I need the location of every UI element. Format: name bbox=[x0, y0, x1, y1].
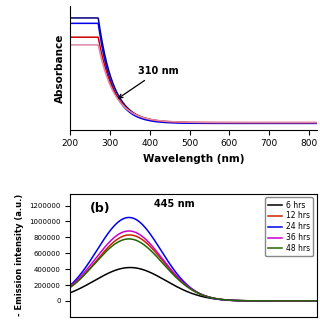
12 hrs bbox=[112, 240, 116, 244]
48 hrs bbox=[180, 281, 184, 285]
12 hrs bbox=[214, 297, 218, 300]
48 hrs bbox=[112, 243, 116, 247]
Text: (b): (b) bbox=[90, 202, 111, 215]
6 hrs bbox=[233, 299, 237, 302]
12 hrs bbox=[315, 299, 319, 303]
48 hrs bbox=[233, 299, 237, 302]
Text: 445 nm: 445 nm bbox=[154, 198, 194, 209]
24 hrs bbox=[132, 217, 136, 220]
Line: 6 hrs: 6 hrs bbox=[70, 268, 317, 301]
X-axis label: Wavelength (nm): Wavelength (nm) bbox=[143, 154, 244, 164]
36 hrs bbox=[254, 299, 258, 303]
48 hrs bbox=[315, 299, 319, 303]
36 hrs bbox=[112, 236, 116, 240]
6 hrs bbox=[128, 266, 132, 269]
12 hrs bbox=[128, 233, 132, 237]
6 hrs bbox=[254, 299, 258, 303]
24 hrs bbox=[180, 278, 184, 282]
24 hrs bbox=[127, 216, 131, 220]
Y-axis label: - Emission intensity (a.u.): - Emission intensity (a.u.) bbox=[15, 194, 24, 316]
24 hrs bbox=[112, 224, 116, 228]
Line: 12 hrs: 12 hrs bbox=[70, 235, 317, 301]
Legend: 6 hrs, 12 hrs, 24 hrs, 36 hrs, 48 hrs: 6 hrs, 12 hrs, 24 hrs, 36 hrs, 48 hrs bbox=[265, 197, 313, 256]
6 hrs bbox=[112, 269, 116, 273]
Y-axis label: Absorbance: Absorbance bbox=[55, 33, 65, 103]
12 hrs bbox=[233, 299, 237, 302]
24 hrs bbox=[214, 297, 218, 301]
24 hrs bbox=[68, 283, 72, 287]
6 hrs bbox=[214, 297, 218, 301]
36 hrs bbox=[68, 284, 72, 288]
6 hrs bbox=[68, 291, 72, 295]
24 hrs bbox=[233, 299, 237, 302]
48 hrs bbox=[68, 285, 72, 289]
48 hrs bbox=[132, 238, 136, 242]
48 hrs bbox=[254, 299, 258, 303]
24 hrs bbox=[254, 299, 258, 303]
Text: 310 nm: 310 nm bbox=[119, 66, 179, 98]
48 hrs bbox=[214, 297, 218, 300]
24 hrs bbox=[315, 299, 319, 303]
36 hrs bbox=[233, 299, 237, 302]
6 hrs bbox=[315, 299, 319, 303]
Line: 36 hrs: 36 hrs bbox=[70, 231, 317, 301]
12 hrs bbox=[132, 234, 136, 237]
6 hrs bbox=[180, 287, 184, 291]
Line: 48 hrs: 48 hrs bbox=[70, 239, 317, 301]
36 hrs bbox=[132, 230, 136, 234]
6 hrs bbox=[132, 266, 136, 270]
48 hrs bbox=[127, 237, 131, 241]
12 hrs bbox=[254, 299, 258, 303]
12 hrs bbox=[68, 285, 72, 289]
36 hrs bbox=[127, 229, 131, 233]
36 hrs bbox=[180, 280, 184, 284]
36 hrs bbox=[315, 299, 319, 303]
Line: 24 hrs: 24 hrs bbox=[70, 218, 317, 301]
12 hrs bbox=[180, 280, 184, 284]
36 hrs bbox=[214, 297, 218, 300]
